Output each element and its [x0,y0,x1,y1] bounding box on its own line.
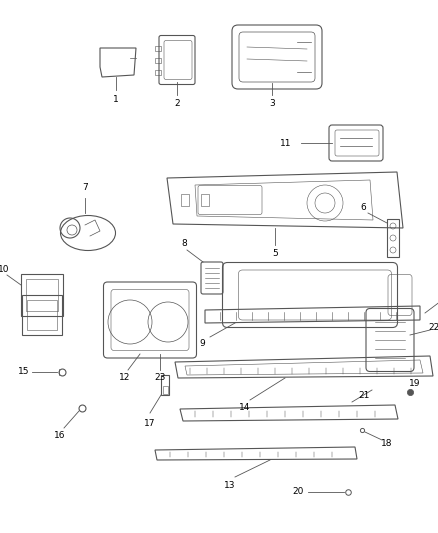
Text: 3: 3 [269,100,275,109]
Text: 10: 10 [0,264,10,273]
Bar [387,219,399,257]
Bar [21,274,63,316]
Bar [22,295,62,335]
Text: 11: 11 [280,139,292,148]
Text: 23: 23 [154,374,166,383]
Bar [162,386,167,394]
Text: 15: 15 [18,367,30,376]
Text: 13: 13 [224,481,236,489]
Text: 22: 22 [428,322,438,332]
Text: 8: 8 [181,239,187,248]
Text: 17: 17 [144,418,156,427]
Bar [155,69,161,75]
Text: 9: 9 [199,338,205,348]
Bar [201,194,209,206]
Text: 20: 20 [292,488,304,497]
Bar [161,375,169,395]
Text: 21: 21 [358,391,370,400]
Bar [27,300,57,330]
Text: 7: 7 [82,183,88,192]
Text: 18: 18 [381,440,393,448]
Text: 12: 12 [119,374,131,383]
Text: 2: 2 [174,100,180,109]
Text: 5: 5 [272,249,278,259]
Text: 6: 6 [360,204,366,213]
Bar [155,58,161,62]
Text: 14: 14 [239,403,251,413]
Bar [181,194,189,206]
Text: 1: 1 [113,94,119,103]
Bar [26,279,58,311]
Text: 19: 19 [409,379,421,389]
Text: 16: 16 [54,432,66,440]
Bar [155,45,161,51]
